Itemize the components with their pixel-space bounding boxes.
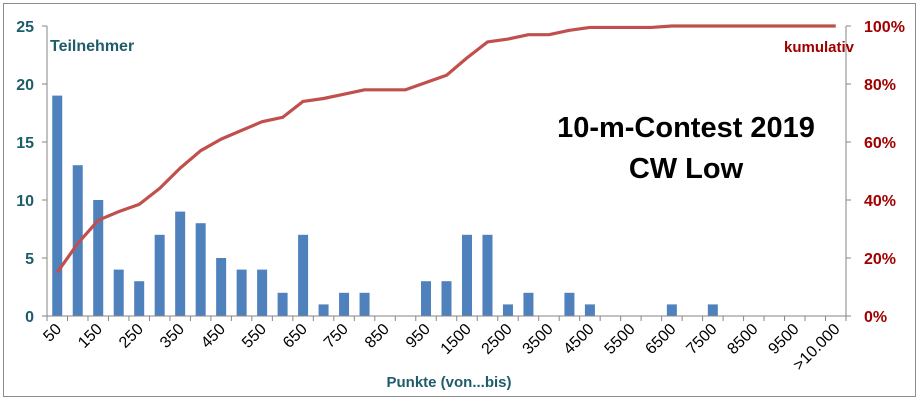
y2-tick-label: 60% xyxy=(864,135,896,152)
y-tick-label: 5 xyxy=(25,251,34,268)
y-tick-label: 25 xyxy=(16,19,34,36)
chart-title: 10-m-Contest 2019 xyxy=(557,112,815,144)
x-tick-label: 4500 xyxy=(561,321,598,358)
bar-400 xyxy=(195,223,206,316)
bar-150 xyxy=(93,200,104,316)
cumulative-line xyxy=(55,24,836,274)
bar-6500 xyxy=(666,304,677,316)
x-tick-label: 5500 xyxy=(602,321,639,358)
bar-1500 xyxy=(461,234,472,316)
y-tick-label: 0 xyxy=(25,309,34,326)
x-tick-label: 850 xyxy=(362,321,393,352)
y2-tick-label: 20% xyxy=(864,251,896,268)
y2-tick-label: 100% xyxy=(864,19,905,36)
bar-4500 xyxy=(584,304,595,316)
cumulative-line-layer xyxy=(55,24,836,274)
bar-800 xyxy=(359,292,370,316)
bar-350 xyxy=(175,211,186,316)
bar-750 xyxy=(339,292,350,316)
bar-4000 xyxy=(564,292,575,316)
chart-subtitle: CW Low xyxy=(629,153,744,185)
x-tick-label: 9500 xyxy=(765,321,802,358)
x-tick-label: 350 xyxy=(157,321,188,352)
x-tick-label: 650 xyxy=(280,321,311,352)
bar-200 xyxy=(113,269,124,316)
bar-50 xyxy=(52,95,63,316)
y2-tick-label: 80% xyxy=(864,77,896,94)
bars-layer xyxy=(52,95,718,316)
bar-650 xyxy=(298,234,309,316)
y-tick-label: 10 xyxy=(16,193,34,210)
bar-550 xyxy=(257,269,268,316)
x-tick-label: 550 xyxy=(239,321,270,352)
chart-frame xyxy=(3,3,916,397)
x-tick-label: 2500 xyxy=(479,321,516,358)
x-tick-label: 7500 xyxy=(683,321,720,358)
y-tick-label: 20 xyxy=(16,77,34,94)
bar-7500 xyxy=(707,304,718,316)
x-tick-label: 1500 xyxy=(438,321,475,358)
x-tick-label: 750 xyxy=(321,321,352,352)
x-tick-label: 3500 xyxy=(520,321,557,358)
bar-1000 xyxy=(441,281,452,316)
y-tick-label: 15 xyxy=(16,135,34,152)
x-tick-label: 250 xyxy=(116,321,147,352)
x-tick-label: 450 xyxy=(198,321,229,352)
x-axis-label: Punkte (von...bis) xyxy=(386,374,511,391)
x-tick-label: 950 xyxy=(403,321,434,352)
bar-450 xyxy=(216,258,227,316)
x-tick-label: 6500 xyxy=(642,321,679,358)
bar-300 xyxy=(154,234,165,316)
bar-700 xyxy=(318,304,329,316)
x-tick-label: 8500 xyxy=(724,321,761,358)
y2-tick-label: 40% xyxy=(864,193,896,210)
bar-2000 xyxy=(482,234,493,316)
bar-2500 xyxy=(502,304,513,316)
bar-950 xyxy=(421,281,432,316)
y-axis-label: Teilnehmer xyxy=(50,38,134,55)
y2-tick-label: 0% xyxy=(864,309,887,326)
bar-100 xyxy=(72,165,83,316)
x-tick-label: 50 xyxy=(40,321,65,346)
bar-3000 xyxy=(523,292,534,316)
x-tick-label: 150 xyxy=(75,321,106,352)
y2-axis-label: kumulativ xyxy=(784,39,855,56)
bar-500 xyxy=(236,269,247,316)
axes-layer xyxy=(42,25,851,321)
bar-600 xyxy=(277,292,288,316)
bar-250 xyxy=(134,281,145,316)
